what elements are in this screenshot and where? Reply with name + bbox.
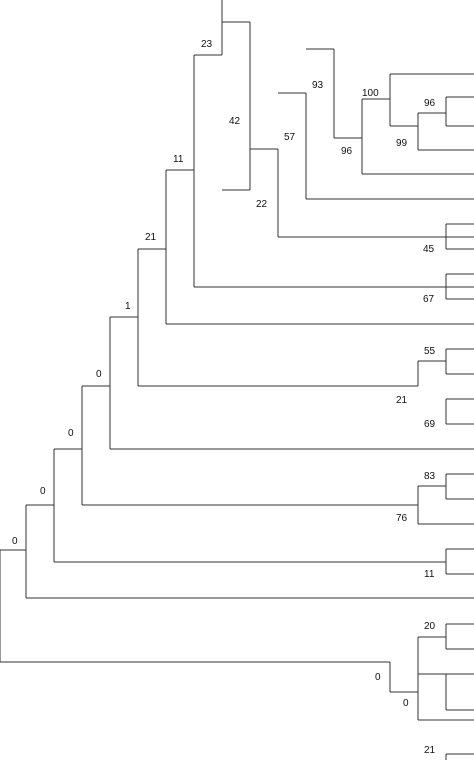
bootstrap-label: 0: [96, 369, 102, 380]
bootstrap-label: 76: [396, 513, 408, 524]
bootstrap-label: 23: [201, 39, 213, 50]
bootstrap-label: 69: [424, 419, 436, 430]
bootstrap-label: 1: [125, 301, 131, 312]
bootstrap-label: 20: [424, 621, 436, 632]
bootstrap-label: 0: [40, 486, 46, 497]
bootstrap-labels: 23 42 93 100 96 96 99 57 11 22 21 45 67 …: [12, 39, 436, 756]
bootstrap-label: 22: [256, 199, 268, 210]
bootstrap-label: 21: [396, 395, 408, 406]
bootstrap-label: 0: [403, 698, 409, 709]
bootstrap-label: 21: [424, 745, 436, 756]
bootstrap-label: 45: [423, 244, 435, 255]
bootstrap-label: 96: [341, 146, 353, 157]
bootstrap-label: 0: [68, 428, 74, 439]
bootstrap-label: 55: [424, 346, 436, 357]
bootstrap-label: 83: [424, 471, 436, 482]
bootstrap-label: 99: [396, 138, 408, 149]
bootstrap-label: 93: [312, 80, 324, 91]
bootstrap-label: 100: [362, 88, 379, 99]
bootstrap-label: 57: [284, 132, 296, 143]
bootstrap-label: 21: [145, 232, 157, 243]
bootstrap-label: 0: [12, 536, 18, 547]
bootstrap-label: 42: [229, 116, 241, 127]
bootstrap-label: 96: [424, 98, 436, 109]
bootstrap-label: 0: [375, 672, 381, 683]
bootstrap-label: 11: [424, 569, 435, 580]
bootstrap-label: 11: [173, 154, 184, 165]
bootstrap-label: 67: [423, 294, 435, 305]
